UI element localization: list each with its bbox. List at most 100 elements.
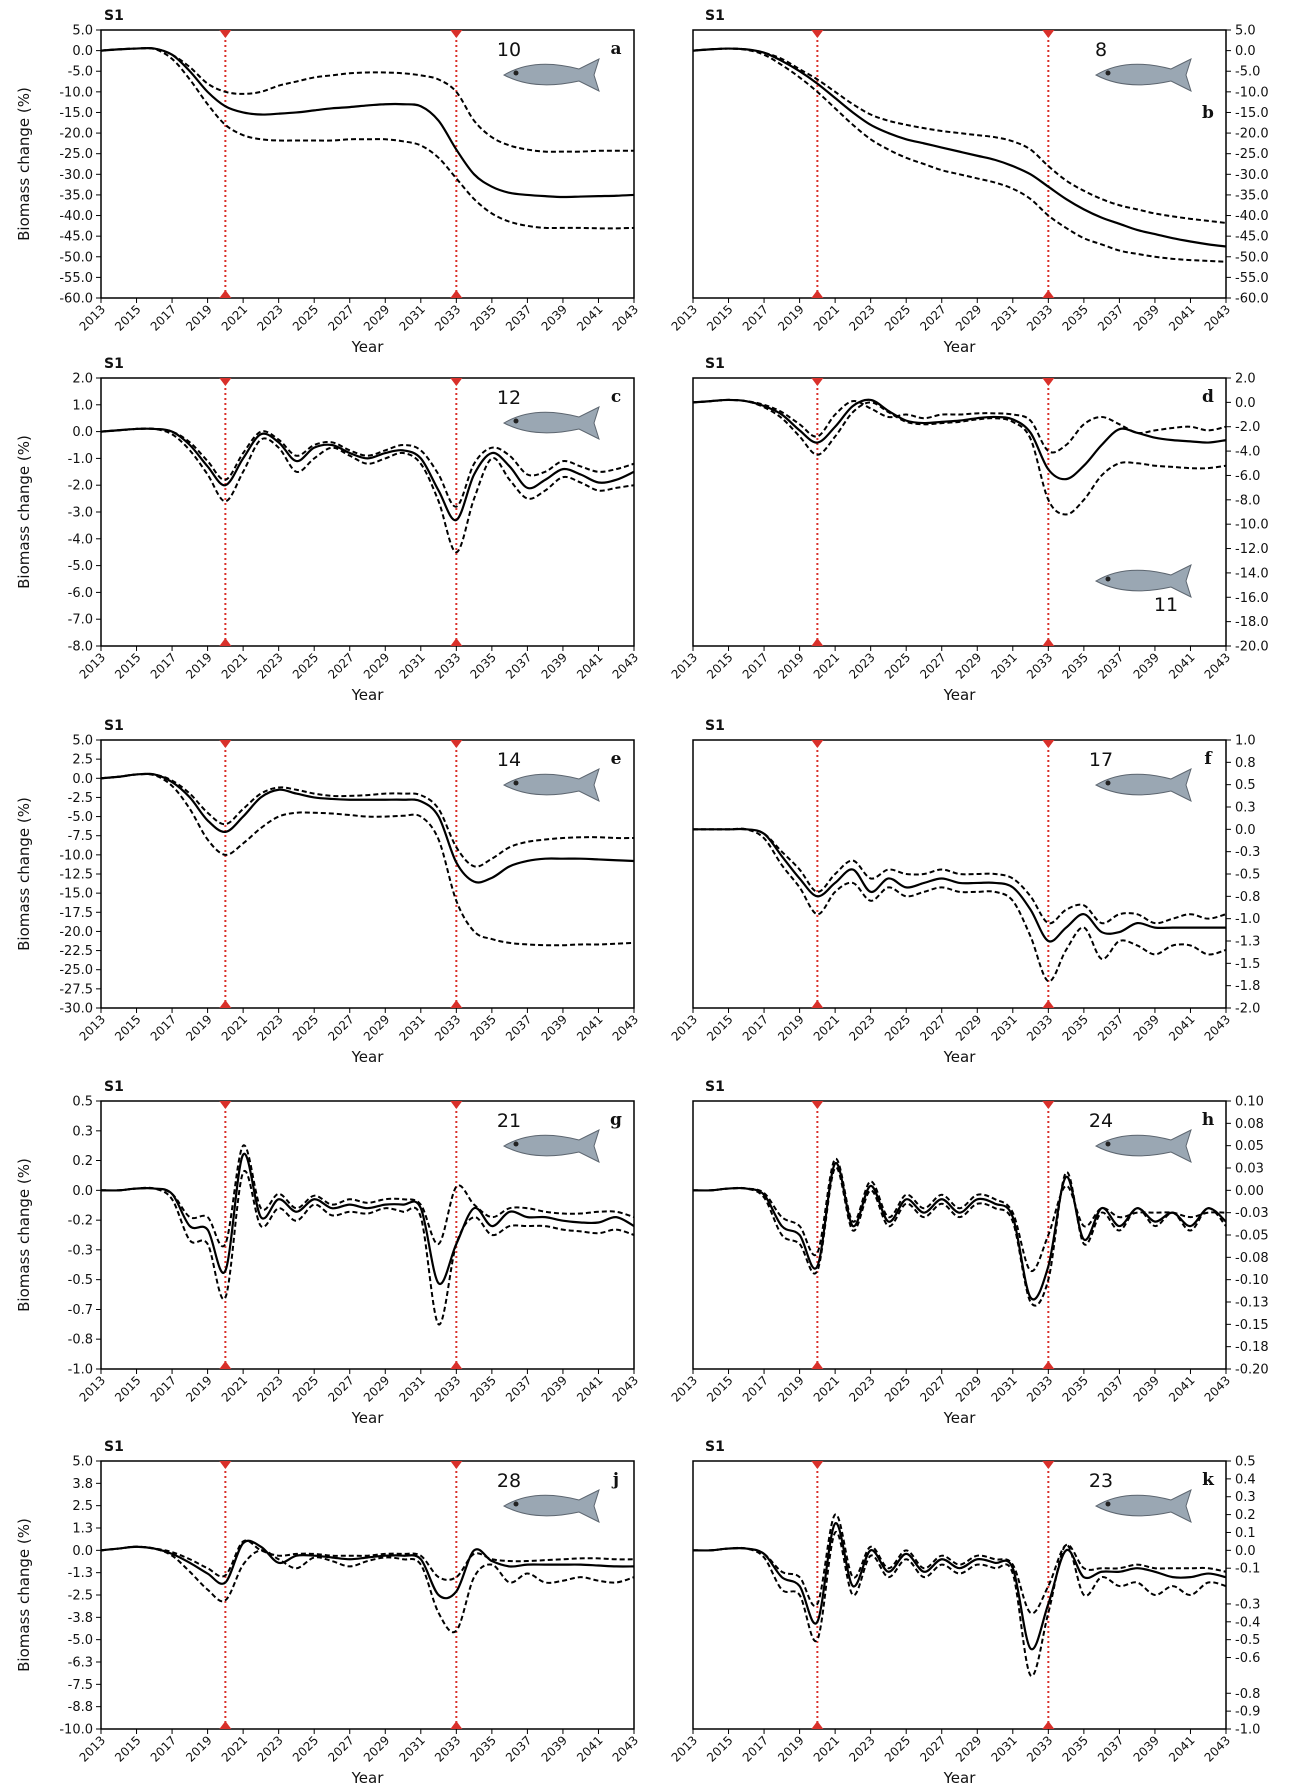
- fish-icon: [1096, 565, 1191, 597]
- event-marker: [450, 1461, 462, 1469]
- data-line: [693, 1532, 1226, 1676]
- x-tick-label: 2039: [1131, 1733, 1162, 1764]
- x-axis-label: Year: [351, 338, 385, 356]
- x-tick-label: 2033: [432, 1373, 463, 1404]
- x-tick-label: 2027: [325, 1733, 356, 1764]
- x-tick-label: 2039: [539, 650, 570, 681]
- y-tick-label: -4.0: [68, 532, 93, 547]
- y-tick-label: -0.1: [1235, 1562, 1260, 1577]
- x-tick-label: 2035: [1059, 1733, 1090, 1764]
- data-line: [693, 829, 1226, 923]
- x-tick-label: 2017: [740, 650, 771, 681]
- y-tick-label: -50.0: [59, 250, 93, 265]
- y-tick-label: -1.0: [68, 1363, 93, 1378]
- x-tick-label: 2019: [775, 302, 806, 333]
- y-tick-label: -1.5: [1235, 957, 1260, 972]
- x-tick-label: 2025: [290, 650, 321, 681]
- y-tick-label: -17.5: [59, 906, 93, 921]
- x-tick-label: 2043: [610, 302, 641, 333]
- x-tick-label: 2031: [988, 650, 1019, 681]
- y-tick-label: 5.0: [1235, 24, 1256, 39]
- fish-eye: [514, 781, 519, 786]
- fish-icon: [504, 1490, 599, 1522]
- y-tick-label: -15.0: [1235, 106, 1269, 121]
- x-tick-label: 2037: [1095, 302, 1126, 333]
- x-tick-label: 2013: [77, 1012, 108, 1043]
- x-tick-label: 2021: [219, 302, 250, 333]
- y-tick-label: -4.0: [1235, 445, 1260, 460]
- y-tick-label: 2.0: [1235, 372, 1256, 387]
- x-tick-label: 2015: [704, 1733, 735, 1764]
- x-axis-label: Year: [943, 1769, 977, 1787]
- y-tick-label: 0.0: [1235, 823, 1256, 838]
- scenario-label: S1: [104, 8, 124, 24]
- x-tick-label: 2035: [1059, 650, 1090, 681]
- x-tick-label: 2041: [1166, 302, 1197, 333]
- x-tick-label: 2037: [1095, 650, 1126, 681]
- y-tick-label: -0.8: [1235, 1687, 1260, 1702]
- y-tick-label: -10.0: [59, 848, 93, 863]
- y-tick-label: 0.3: [1235, 801, 1256, 816]
- y-tick-label: -6.3: [68, 1656, 93, 1671]
- species-number: 21: [497, 1110, 521, 1132]
- scenario-label: S1: [705, 718, 725, 734]
- x-tick-label: 2027: [917, 1012, 948, 1043]
- y-tick-label: -7.5: [68, 829, 93, 844]
- event-marker: [1042, 290, 1054, 298]
- x-tick-label: 2037: [1095, 1733, 1126, 1764]
- y-tick-label: -0.20: [1235, 1363, 1269, 1378]
- y-tick-label: -1.0: [1235, 912, 1260, 927]
- y-tick-label: 0.8: [1235, 756, 1256, 771]
- x-tick-label: 2013: [669, 1733, 700, 1764]
- event-marker: [811, 1361, 823, 1369]
- x-tick-label: 2039: [539, 302, 570, 333]
- y-tick-label: -0.15: [1235, 1318, 1269, 1333]
- x-tick-label: 2019: [775, 1012, 806, 1043]
- x-tick-label: 2019: [183, 1012, 214, 1043]
- y-axis-label: Biomass change (%): [15, 1518, 33, 1672]
- y-tick-label: 2.0: [72, 372, 93, 387]
- y-tick-label: 0.0: [72, 425, 93, 440]
- x-tick-label: 2037: [503, 650, 534, 681]
- x-tick-label: 2043: [610, 1373, 641, 1404]
- x-tick-label: 2039: [539, 1373, 570, 1404]
- event-marker: [450, 378, 462, 386]
- x-tick-label: 2041: [1166, 650, 1197, 681]
- y-tick-label: -8.8: [68, 1700, 93, 1715]
- x-tick-label: 2027: [917, 1733, 948, 1764]
- y-tick-label: -2.5: [68, 1589, 93, 1604]
- x-tick-label: 2035: [467, 1373, 498, 1404]
- y-tick-label: -0.4: [1235, 1615, 1260, 1630]
- x-tick-label: 2029: [953, 1373, 984, 1404]
- data-line: [693, 400, 1226, 515]
- fish-eye: [514, 1502, 519, 1507]
- panel: S1Biomass change (%)Year0.50.30.20.0-0.2…: [15, 1079, 641, 1427]
- y-tick-label: 1.0: [72, 398, 93, 413]
- y-tick-label: -22.5: [59, 944, 93, 959]
- y-tick-label: -6.0: [68, 586, 93, 601]
- x-axis-label: Year: [943, 1048, 977, 1066]
- y-tick-label: -5.0: [68, 1633, 93, 1648]
- y-tick-label: -0.8: [68, 1333, 93, 1348]
- x-tick-label: 2015: [704, 302, 735, 333]
- x-tick-label: 2035: [467, 1012, 498, 1043]
- fish-icon: [504, 769, 599, 801]
- y-tick-label: -10.0: [59, 1723, 93, 1738]
- y-tick-label: -25.0: [59, 147, 93, 162]
- y-tick-label: -2.5: [68, 791, 93, 806]
- panel: S1Year1.00.80.50.30.0-0.3-0.5-0.8-1.0-1.…: [669, 718, 1261, 1066]
- x-tick-label: 2033: [432, 1733, 463, 1764]
- panel: S1Biomass change (%)Year2.01.00.0-1.0-2.…: [15, 356, 641, 704]
- scenario-label: S1: [104, 1439, 124, 1455]
- x-tick-label: 2015: [112, 302, 143, 333]
- y-tick-label: -20.0: [1235, 640, 1269, 655]
- y-axis-label: Biomass change (%): [15, 435, 33, 589]
- y-tick-label: -50.0: [1235, 250, 1269, 265]
- y-tick-label: -25.0: [1235, 147, 1269, 162]
- data-line: [693, 1163, 1226, 1299]
- x-tick-label: 2035: [467, 302, 498, 333]
- y-tick-label: -2.0: [1235, 420, 1260, 435]
- x-tick-label: 2013: [669, 1373, 700, 1404]
- panel-letter: e: [611, 749, 622, 769]
